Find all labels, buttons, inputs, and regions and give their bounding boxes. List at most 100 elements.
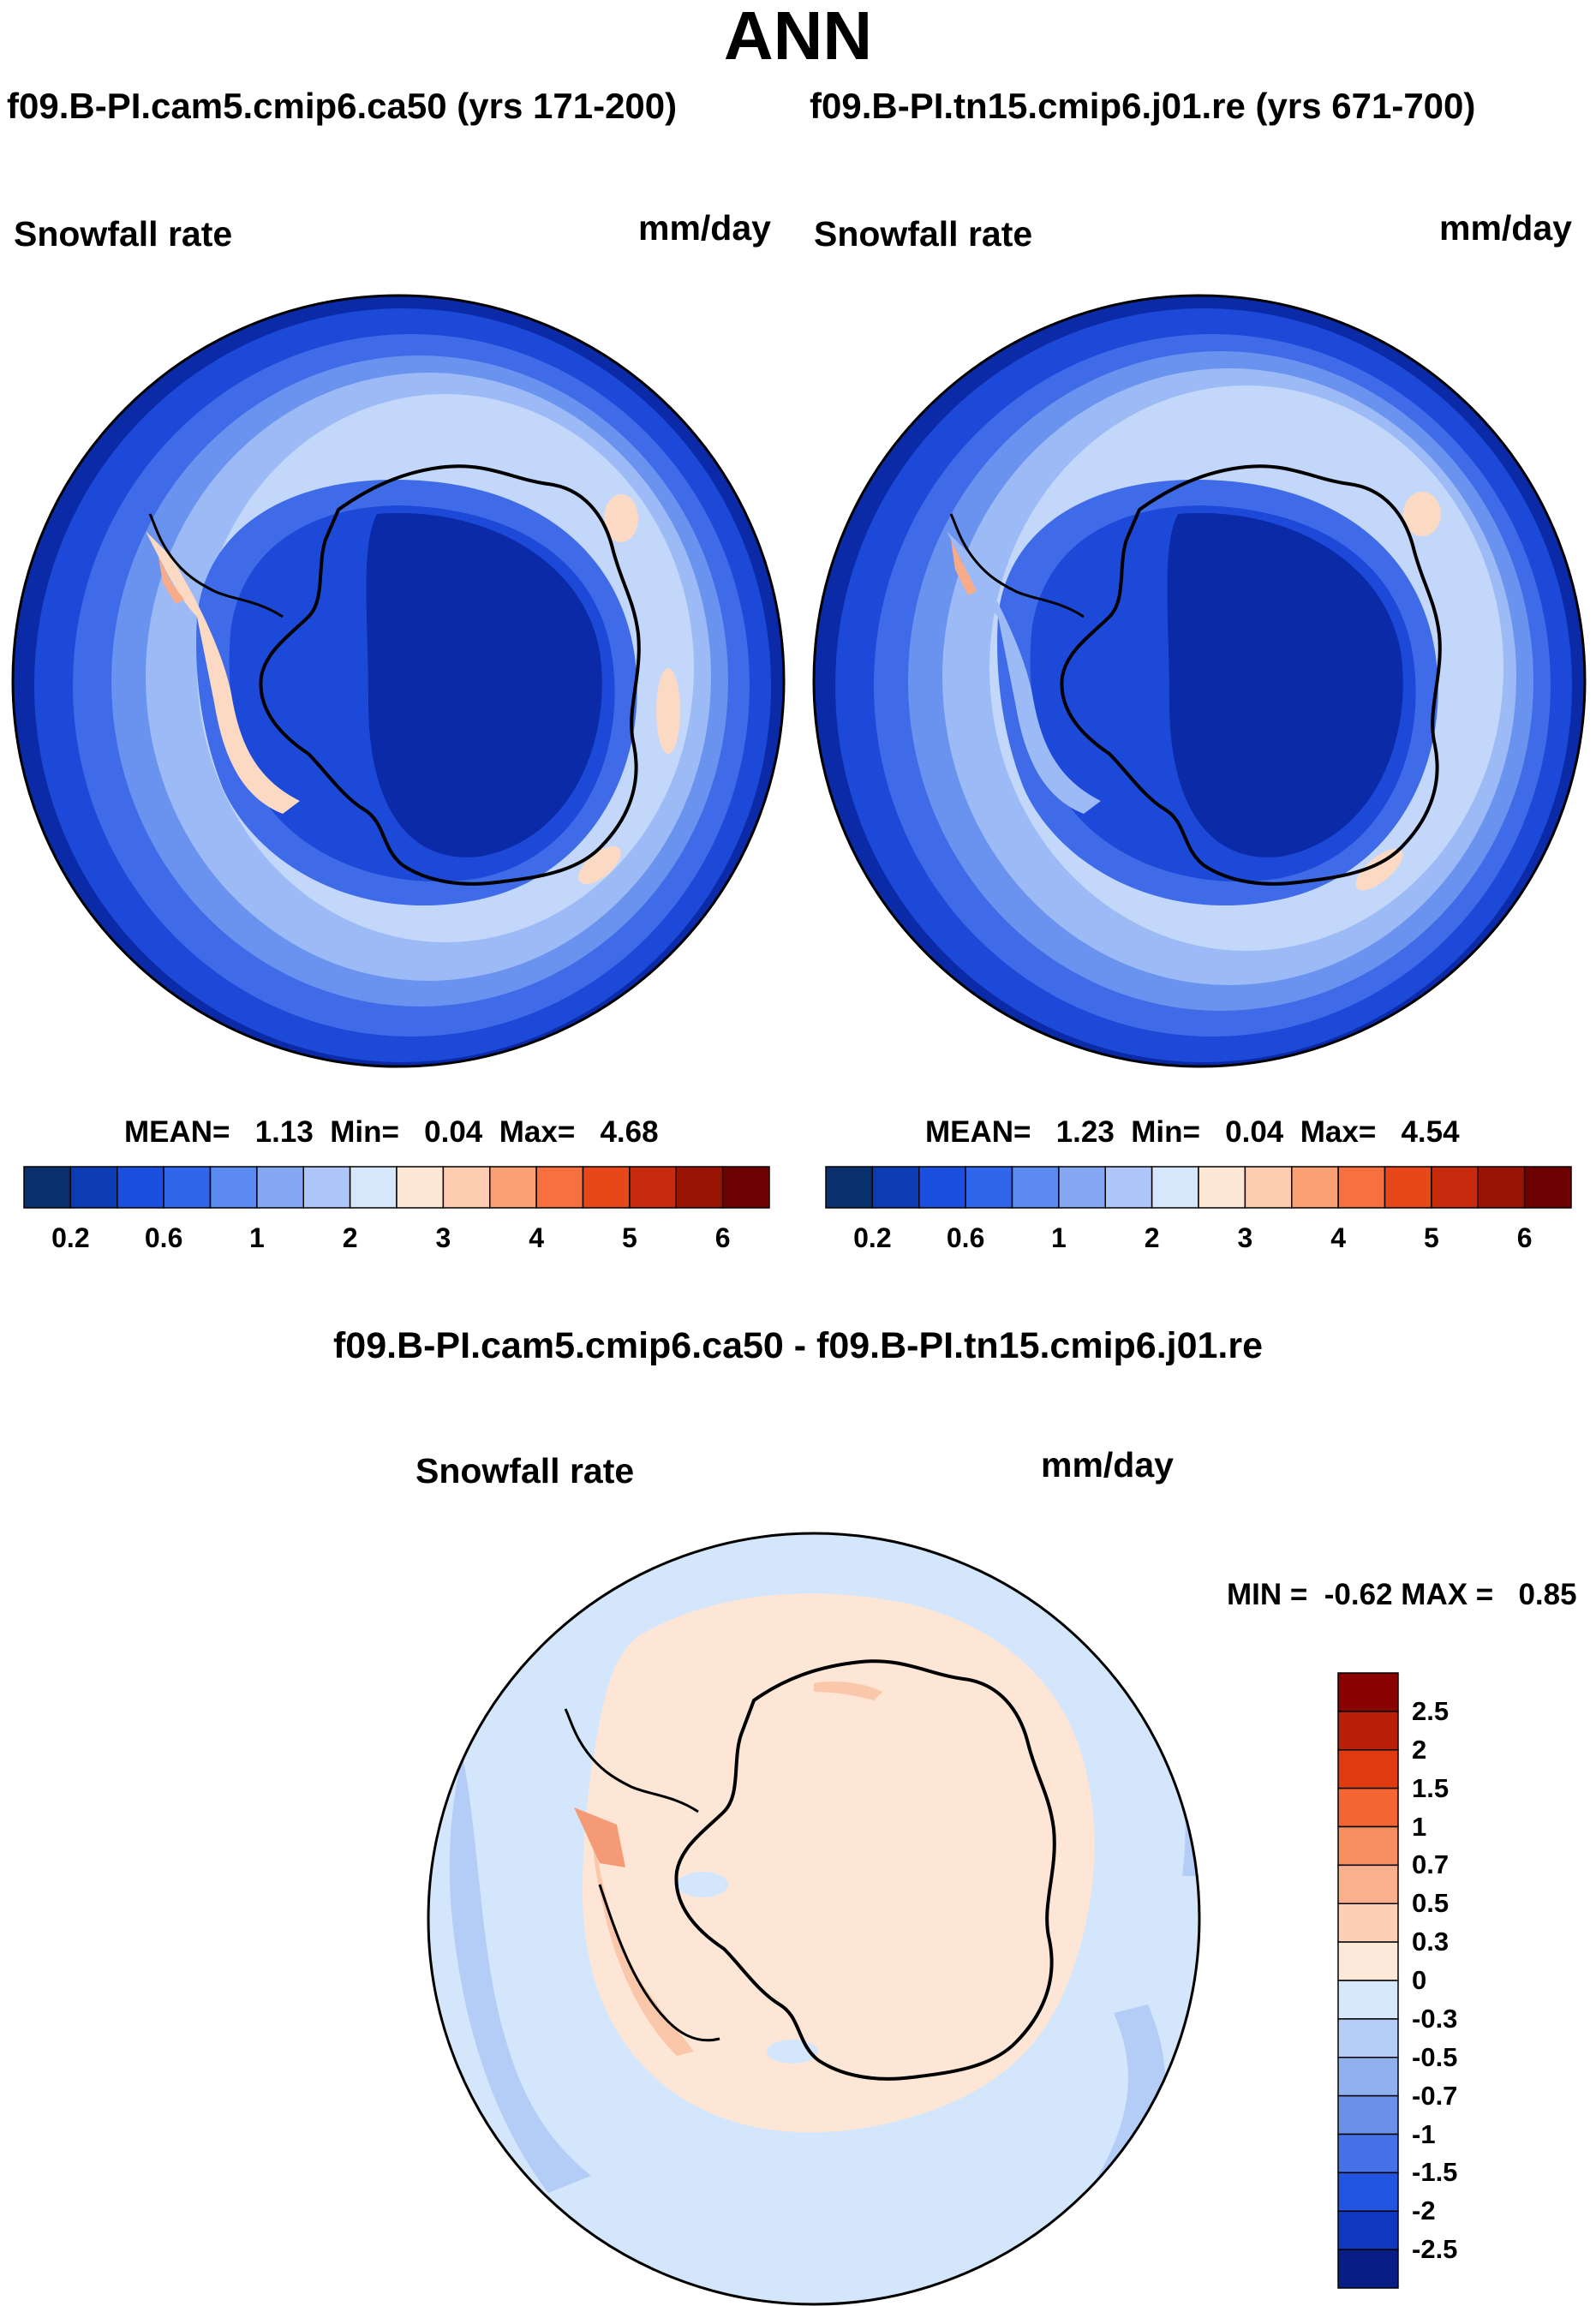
interior-1	[229, 505, 615, 882]
colorbar-swatch	[1337, 1864, 1399, 1904]
panel2-min-label: Min=	[1131, 1115, 1200, 1149]
colorbar-swatch	[1337, 1166, 1386, 1209]
colorbar-swatch	[1384, 1166, 1432, 1209]
colorbar-tick-label: 0.3	[1412, 1927, 1450, 1957]
colorbar-swatch	[442, 1166, 491, 1209]
diff-minmax: MIN = -0.62 MAX = 0.85	[1227, 1578, 1577, 1612]
colorbar-tick-label: 0.5	[1412, 1888, 1450, 1919]
colorbar-tick-label: -0.5	[1412, 2041, 1458, 2072]
panel1-max-value: 4.68	[600, 1115, 659, 1149]
warm-spot-1	[604, 494, 638, 542]
colorbar-tick-label: -1.5	[1412, 2157, 1458, 2188]
colorbar-tick-label: 6	[1516, 1222, 1533, 1253]
colorbar-tick-label: 2	[1144, 1222, 1160, 1253]
colorbar-swatch	[1337, 2057, 1399, 2097]
panel2-colorbar-ticks: 0.2 0.6 1 2 3 4 5 6	[826, 1222, 1571, 1257]
colorbar-tick-label: -0.7	[1412, 2080, 1458, 2111]
panel1-variable-label: Snowfall rate	[14, 214, 233, 254]
colorbar-swatch	[965, 1166, 1013, 1209]
colorbar-swatch	[117, 1166, 164, 1209]
diff-min-value: -0.62	[1324, 1578, 1393, 1611]
colorbar-swatch	[871, 1166, 920, 1209]
colorbar-swatch	[535, 1166, 584, 1209]
colorbar-swatch	[349, 1166, 398, 1209]
colorbar-swatch	[396, 1166, 445, 1209]
colorbar-swatch	[1337, 1749, 1399, 1789]
panel2-mean-label: MEAN=	[925, 1115, 1031, 1149]
colorbar-swatch	[1523, 1166, 1572, 1209]
panel1-colorbar	[23, 1166, 770, 1209]
panel2-min-value: 0.04	[1225, 1115, 1284, 1149]
interior-deep	[366, 512, 602, 857]
diff-variable-label: Snowfall rate	[415, 1451, 635, 1491]
colorbar-tick-label: 0	[1412, 1965, 1427, 1995]
warm-spot-2	[656, 668, 680, 754]
colorbar-swatch	[489, 1166, 537, 1209]
colorbar-swatch	[1431, 1166, 1479, 1209]
colorbar-tick-label: 1	[1050, 1222, 1067, 1253]
colorbar-tick-label: 5	[1423, 1222, 1439, 1253]
colorbar-swatch	[918, 1166, 966, 1209]
colorbar-swatch	[302, 1166, 351, 1209]
colorbar-swatch	[256, 1166, 304, 1209]
colorbar-tick-label: 0.7	[1412, 1849, 1450, 1880]
diff-max-value: 0.85	[1518, 1578, 1577, 1611]
diff-min-label: MIN =	[1227, 1578, 1308, 1611]
colorbar-tick-label: 3	[1237, 1222, 1253, 1253]
diff-title: f09.B-PI.cam5.cmip6.ca50 - f09.B-PI.tn15…	[332, 1325, 1264, 1366]
colorbar-tick-label: 1	[1412, 1811, 1427, 1842]
colorbar-tick-label: -2	[1412, 2195, 1436, 2226]
panel2-colorbar	[825, 1166, 1572, 1209]
colorbar-swatch	[1244, 1166, 1293, 1209]
panel1-stats: MEAN= 1.13 Min= 0.04 Max= 4.68	[124, 1115, 659, 1150]
colorbar-swatch	[1291, 1166, 1339, 1209]
panel2-units-label: mm/day	[1439, 208, 1572, 248]
colorbar-swatch	[825, 1166, 874, 1209]
colorbar-tick-label: 1	[248, 1222, 265, 1253]
colorbar-swatch	[1337, 1903, 1399, 1943]
colorbar-tick-label: 2	[1412, 1734, 1427, 1765]
panel1-max-label: Max=	[499, 1115, 576, 1149]
colorbar-tick-label: 5	[621, 1222, 637, 1253]
diff-max-label: MAX =	[1401, 1578, 1494, 1611]
colorbar-tick-label: 4	[1330, 1222, 1347, 1253]
colorbar-tick-label: -2.5	[1412, 2234, 1458, 2265]
colorbar-tick-label: 0.6	[946, 1222, 985, 1253]
colorbar-swatch	[1337, 2172, 1399, 2212]
colorbar-swatch	[1337, 1825, 1399, 1867]
colorbar-swatch	[1337, 2249, 1399, 2289]
colorbar-tick-label: 0.2	[51, 1222, 90, 1253]
diff-units-label: mm/day	[1041, 1445, 1174, 1485]
colorbar-tick-label: 6	[714, 1222, 731, 1253]
ocean-outer-band	[13, 296, 784, 1066]
colorbar-tick-label: 0.6	[144, 1222, 183, 1253]
panel2-max-label: Max=	[1300, 1115, 1377, 1149]
season-title: ANN	[723, 0, 873, 74]
colorbar-tick-label: 2.5	[1412, 1695, 1450, 1726]
colorbar-swatch	[1151, 1166, 1199, 1209]
colorbar-swatch	[69, 1166, 118, 1209]
ocean-band-3	[73, 334, 750, 1037]
diff-colorbar-ticks: 2.5 2 1.5 1 0.7 0.5 0.3 0 -0.3 -0.5 -0.7 -1 -1.5 -2 -2…	[1412, 1673, 1497, 2290]
colorbar-tick-label: 0.2	[853, 1222, 892, 1253]
colorbar-tick-label: 1.5	[1412, 1772, 1450, 1803]
colorbar-tick-label: -0.3	[1412, 2003, 1458, 2034]
ocean-band-4	[111, 355, 728, 1007]
antarctica-coastline	[259, 464, 641, 886]
colorbar-swatch	[1337, 2018, 1399, 2058]
colorbar-tick-label: -1	[1412, 2118, 1436, 2149]
colorbar-swatch	[1477, 1166, 1526, 1209]
colorbar-swatch	[582, 1166, 631, 1209]
peninsula-coastline	[148, 513, 284, 618]
colorbar-swatch	[629, 1166, 677, 1209]
colorbar-swatch	[1058, 1166, 1106, 1209]
panel1-mean-value: 1.13	[254, 1115, 314, 1149]
panel1-mean-label: MEAN=	[124, 1115, 230, 1149]
peninsula-hot	[158, 557, 184, 604]
panel2-max-value: 4.54	[1401, 1115, 1460, 1149]
colorbar-swatch	[1337, 1672, 1399, 1712]
colorbar-swatch	[1337, 1711, 1399, 1751]
colorbar-swatch	[1011, 1166, 1060, 1209]
colorbar-swatch	[1337, 2133, 1399, 2174]
colorbar-swatch	[209, 1166, 258, 1209]
